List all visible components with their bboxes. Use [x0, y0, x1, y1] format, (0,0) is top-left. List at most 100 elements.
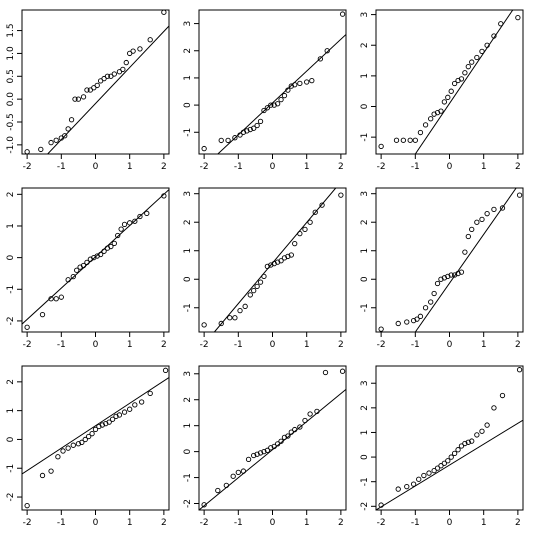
x-tick-label: 0 — [270, 162, 276, 172]
data-point — [278, 97, 284, 103]
data-point — [264, 447, 271, 453]
data-point — [264, 105, 271, 111]
data-point — [426, 470, 432, 476]
x-tick-label: 1 — [127, 162, 133, 172]
data-point — [416, 476, 422, 482]
y-tick-label: -1 — [183, 303, 193, 312]
data-point — [297, 230, 303, 237]
y-tick-label: 1 — [183, 423, 193, 429]
y-tick-label: -1 — [183, 473, 193, 482]
y-tick-label: 1.5 — [6, 23, 16, 37]
data-point — [108, 243, 114, 250]
data-point — [274, 441, 281, 447]
plot-frame — [198, 187, 347, 333]
data-point — [65, 126, 71, 132]
data-point — [469, 226, 475, 232]
data-point — [292, 82, 298, 88]
data-point — [132, 402, 138, 408]
data-point — [304, 79, 310, 85]
qq-panel-7: -2 -1 0 1 2 -2 -1 0 1 2 — [6, 365, 170, 528]
data-point — [474, 54, 480, 61]
data-point — [431, 290, 437, 297]
data-point — [109, 416, 116, 422]
x-tick-label: 0 — [93, 340, 99, 350]
data-point — [68, 117, 75, 123]
data-point — [120, 66, 126, 73]
data-point — [240, 468, 247, 474]
data-point — [445, 94, 451, 100]
qq-panel-8: -2 -1 0 1 2 -2 -1 0 1 2 3 — [183, 365, 347, 528]
data-point — [127, 406, 133, 412]
data-point — [60, 448, 66, 454]
data-point — [70, 273, 76, 280]
data-point — [297, 80, 303, 87]
data-point — [257, 279, 264, 285]
y-tick-label: -1 — [360, 133, 370, 142]
data-point — [458, 269, 465, 275]
data-point — [230, 473, 236, 479]
data-point — [101, 248, 107, 254]
plot-frame — [198, 9, 347, 155]
y-tick-label: 1.0 — [6, 46, 16, 61]
data-point — [79, 439, 85, 445]
x-tick-label: 1 — [304, 518, 310, 528]
x-tick-label: -1 — [234, 162, 243, 172]
data-point — [130, 48, 136, 54]
data-point — [499, 205, 506, 211]
x-tick-label: -1 — [234, 340, 243, 350]
y-tick-label: 0.5 — [6, 69, 16, 83]
x-tick-label: 2 — [338, 162, 344, 172]
y-tick-label: 0 — [6, 254, 16, 260]
data-point — [278, 438, 284, 444]
data-point — [462, 249, 468, 255]
y-tick-label: 2 — [183, 48, 193, 54]
data-point — [465, 64, 471, 70]
data-point — [302, 226, 308, 232]
data-point — [469, 59, 475, 65]
data-point — [62, 133, 68, 139]
x-tick-label: 2 — [515, 340, 521, 350]
y-tick-label: 2 — [360, 219, 370, 225]
data-point — [451, 80, 458, 87]
data-point — [218, 320, 224, 327]
data-point — [147, 390, 153, 397]
x-tick-label: 2 — [338, 518, 344, 528]
data-point — [70, 442, 76, 448]
data-point — [448, 88, 454, 94]
x-tick-label: -1 — [411, 162, 420, 172]
x-tick-label: 2 — [161, 518, 167, 528]
data-point — [118, 226, 124, 232]
data-point — [441, 460, 448, 466]
x-tick-label: 0 — [93, 518, 99, 528]
data-point — [393, 137, 400, 143]
data-point — [484, 422, 490, 428]
data-point — [244, 128, 250, 134]
qq-reference-line — [414, 188, 517, 332]
plot-frame — [375, 365, 524, 511]
data-point — [491, 33, 497, 39]
y-tick-label: 0.0 — [6, 92, 16, 107]
data-point — [251, 452, 257, 459]
data-point — [251, 288, 257, 294]
data-point — [499, 392, 506, 399]
x-tick-label: 2 — [515, 518, 521, 528]
data-point — [247, 126, 253, 133]
data-point — [97, 251, 104, 258]
data-point — [261, 448, 267, 455]
data-point — [261, 107, 267, 114]
data-point — [48, 139, 54, 146]
plot-frame — [21, 9, 170, 155]
data-point — [455, 447, 461, 453]
plot-frame — [21, 365, 170, 511]
data-point — [297, 424, 303, 430]
data-point — [39, 311, 46, 318]
data-point — [312, 209, 318, 215]
data-point — [441, 99, 448, 105]
qq-panel-5: -2 -1 0 1 2 -1 0 1 2 3 — [183, 187, 347, 350]
data-point — [422, 305, 429, 311]
plot-frame — [375, 9, 524, 155]
y-tick-label: 2 — [6, 191, 16, 197]
y-tick-label: -1 — [6, 464, 16, 473]
data-point — [281, 92, 288, 99]
data-point — [232, 135, 238, 141]
